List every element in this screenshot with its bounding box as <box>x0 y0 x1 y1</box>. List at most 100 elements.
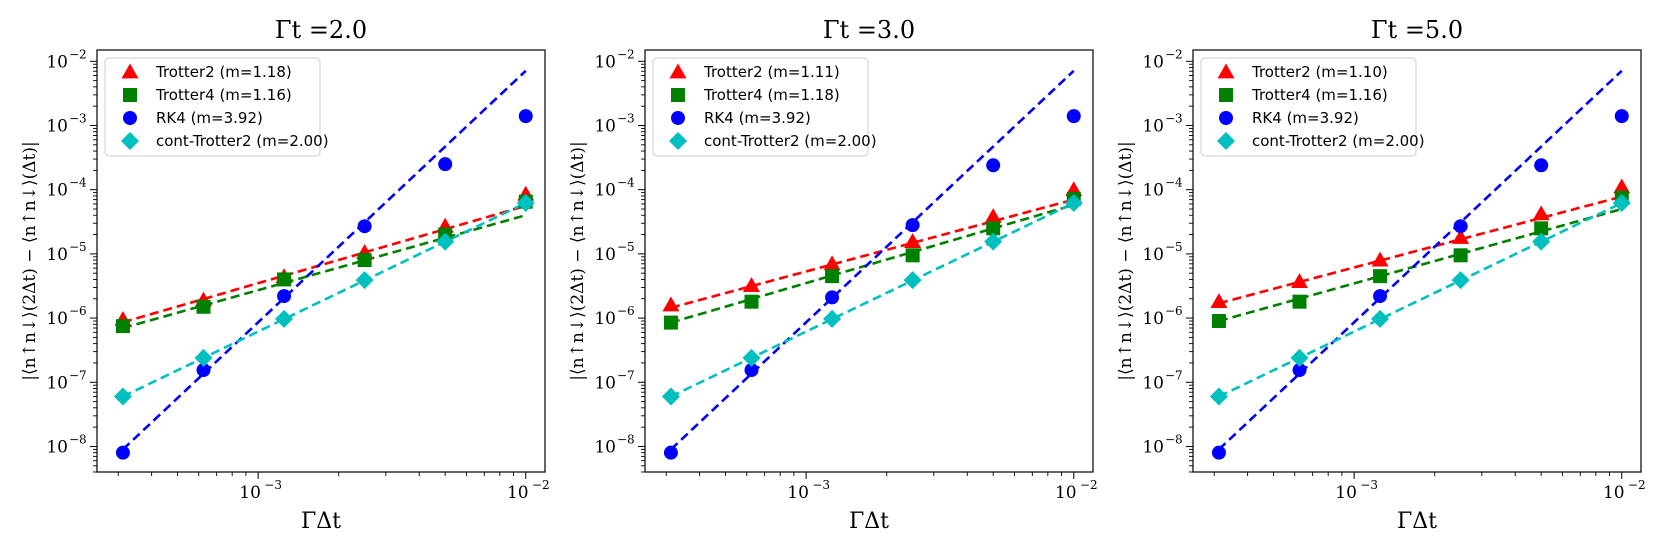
data-point-series-4 <box>1290 348 1309 367</box>
data-point-series-1 <box>743 277 761 293</box>
legend-label-1: Trotter2 (m=1.18) <box>155 63 292 81</box>
fit-line-series-4 <box>670 201 1075 398</box>
y-tick-exponent: −3 <box>69 111 87 125</box>
fit-line-series-2 <box>670 203 1075 324</box>
data-point-series-2 <box>1534 221 1549 236</box>
x-tick-label: 10 <box>1603 483 1625 503</box>
legend-box <box>652 57 869 157</box>
legend-label-3: RK4 (m=3.92) <box>1252 109 1359 127</box>
data-point-series-2 <box>744 294 759 309</box>
legend-box <box>104 57 321 157</box>
data-point-series-2 <box>986 221 1001 236</box>
data-point-series-3 <box>1453 219 1468 234</box>
fit-line-series-1 <box>1218 195 1623 305</box>
legend-label-2: Trotter4 (m=1.16) <box>1251 86 1388 104</box>
y-tick-exponent: −2 <box>617 47 635 61</box>
y-tick-exponent: −4 <box>69 176 87 190</box>
chart-title: Γt =2.0 <box>275 16 367 44</box>
fit-line-series-4 <box>1218 201 1623 398</box>
y-tick-exponent: −5 <box>617 240 635 254</box>
y-tick-exponent: −8 <box>617 432 635 446</box>
data-point-series-1 <box>904 233 922 249</box>
y-tick-label: 10 <box>1142 373 1164 393</box>
data-point-series-2 <box>1373 269 1388 284</box>
data-point-series-3 <box>1373 289 1388 304</box>
y-tick-label: 10 <box>594 116 616 136</box>
y-tick-exponent: −7 <box>1165 368 1183 382</box>
legend-marker-4 <box>669 132 687 150</box>
legend-marker-3 <box>671 111 685 125</box>
data-point-series-1 <box>1532 205 1550 221</box>
legend-marker-1 <box>121 63 139 79</box>
data-point-series-1 <box>1613 178 1631 194</box>
y-tick-label: 10 <box>594 309 616 329</box>
data-point-series-1 <box>1291 273 1309 288</box>
y-tick-label: 10 <box>594 437 616 457</box>
y-tick-exponent: −2 <box>69 47 87 61</box>
legend-label-1: Trotter2 (m=1.11) <box>703 63 840 81</box>
y-tick-exponent: −7 <box>69 368 87 382</box>
y-tick-exponent: −8 <box>69 432 87 446</box>
legend-marker-4 <box>1217 132 1235 150</box>
y-tick-exponent: −7 <box>617 368 635 382</box>
x-tick-exponent: −3 <box>1360 478 1378 492</box>
x-tick-exponent: −3 <box>812 478 830 492</box>
data-point-series-3 <box>115 445 130 460</box>
x-tick-exponent: −3 <box>264 478 282 492</box>
data-point-series-3 <box>357 219 372 234</box>
data-point-series-2 <box>1453 248 1468 263</box>
fit-line-series-3 <box>1218 69 1623 451</box>
x-tick-label: 10 <box>1055 483 1077 503</box>
x-tick-label: 10 <box>787 483 809 503</box>
x-tick-exponent: −2 <box>532 478 550 492</box>
x-axis-label: ΓΔt <box>301 509 341 534</box>
x-tick-label: 10 <box>507 483 529 503</box>
data-point-series-2 <box>196 299 211 314</box>
legend-marker-2 <box>1219 88 1233 102</box>
x-axis-label: ΓΔt <box>849 509 889 534</box>
data-point-series-1 <box>1452 228 1470 244</box>
data-point-series-4 <box>903 271 922 290</box>
chart-title: Γt =5.0 <box>1371 16 1463 44</box>
fit-line-series-1 <box>670 198 1075 309</box>
data-point-series-3 <box>986 158 1001 173</box>
data-point-series-3 <box>825 290 840 305</box>
y-tick-label: 10 <box>46 437 68 457</box>
legend-marker-1 <box>1217 63 1235 79</box>
data-point-series-4 <box>661 387 680 406</box>
data-point-series-4 <box>113 387 132 406</box>
data-point-series-3 <box>1534 158 1549 173</box>
y-tick-exponent: −5 <box>1165 240 1183 254</box>
y-tick-label: 10 <box>1142 309 1164 329</box>
y-tick-label: 10 <box>46 181 68 201</box>
data-point-series-3 <box>744 363 759 378</box>
data-point-series-1 <box>984 208 1002 224</box>
legend-marker-1 <box>669 63 687 79</box>
y-tick-label: 10 <box>594 373 616 393</box>
y-tick-label: 10 <box>46 116 68 136</box>
y-tick-exponent: −8 <box>1165 432 1183 446</box>
y-tick-exponent: −6 <box>1165 304 1183 318</box>
legend-label-2: Trotter4 (m=1.18) <box>703 86 840 104</box>
legend-label-4: cont-Trotter2 (m=2.00) <box>1252 132 1425 150</box>
data-point-series-2 <box>277 272 292 287</box>
legend-label-4: cont-Trotter2 (m=2.00) <box>156 132 329 150</box>
x-axis-label: ΓΔt <box>1397 509 1437 534</box>
y-tick-exponent: −3 <box>1165 111 1183 125</box>
fit-line-series-1 <box>122 204 527 324</box>
data-point-series-3 <box>663 445 678 460</box>
data-point-series-3 <box>438 157 453 172</box>
data-point-series-3 <box>1066 109 1081 124</box>
fit-line-series-3 <box>122 69 527 451</box>
chart-title: Γt =3.0 <box>823 16 915 44</box>
x-tick-exponent: −2 <box>1080 478 1098 492</box>
y-tick-label: 10 <box>1142 52 1164 72</box>
data-point-series-3 <box>196 363 211 378</box>
y-tick-exponent: −6 <box>69 304 87 318</box>
y-tick-label: 10 <box>46 309 68 329</box>
plot-frame <box>644 49 1094 473</box>
data-point-series-4 <box>275 309 294 328</box>
data-point-series-4 <box>742 348 761 367</box>
